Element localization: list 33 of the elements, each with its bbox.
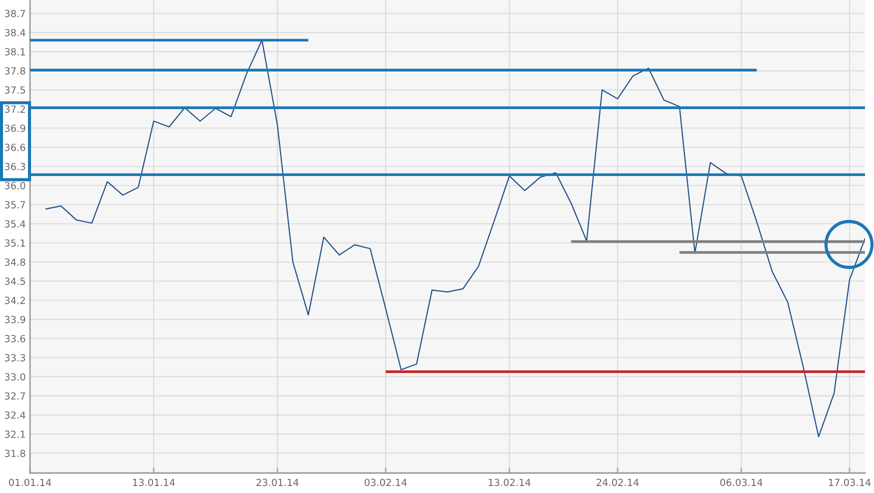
x-tick-label: 13.01.14 — [133, 478, 175, 486]
x-tick-label: 13.02.14 — [488, 478, 530, 486]
y-tick-label: 38.7 — [4, 10, 26, 18]
y-tick-label: 38.4 — [4, 28, 26, 36]
line-series — [44, 40, 865, 438]
y-tick-label: 35.7 — [4, 201, 26, 208]
y-tick-label: 33.3 — [4, 354, 26, 362]
x-tick-label: 06.03.14 — [720, 478, 762, 486]
y-tick-label: 34.5 — [4, 278, 25, 285]
y-tick-label: 36.6 — [4, 144, 26, 152]
x-tick-label: 01.01.14 — [8, 478, 52, 486]
y-tick-label: 38.1 — [4, 48, 25, 56]
y-tick-label: 37.2 — [4, 105, 25, 113]
y-tick-label: 34.2 — [4, 296, 25, 304]
y-tick-label: 32.4 — [4, 411, 26, 419]
y-tick-label: 35.1 — [4, 239, 25, 247]
x-tick-label: 23.01.14 — [256, 478, 299, 486]
y-tick-label: 32.1 — [4, 430, 25, 438]
y-tick-label: 32.7 — [4, 392, 26, 400]
y-tick-label: 33.9 — [4, 316, 26, 324]
y-tick-label: 31.8 — [4, 450, 26, 458]
x-tick-label: 03.02.14 — [364, 478, 407, 486]
y-tick-label: 36.0 — [4, 182, 26, 190]
y-tick-label: 36.9 — [4, 124, 26, 132]
x-tick-label: 24.02.14 — [596, 478, 639, 486]
y-tick-label: 35.4 — [4, 220, 26, 228]
y-tick-label: 33.6 — [4, 334, 26, 342]
y-tick-label: 33.0 — [4, 373, 26, 381]
y-tick-label: 37.5 — [4, 86, 25, 94]
y-tick-label: 37.8 — [4, 67, 26, 75]
x-tick-label: 17.03.14 — [828, 478, 871, 486]
y-tick-label: 36.3 — [4, 162, 26, 170]
y-tick-label: 34.8 — [4, 258, 26, 266]
